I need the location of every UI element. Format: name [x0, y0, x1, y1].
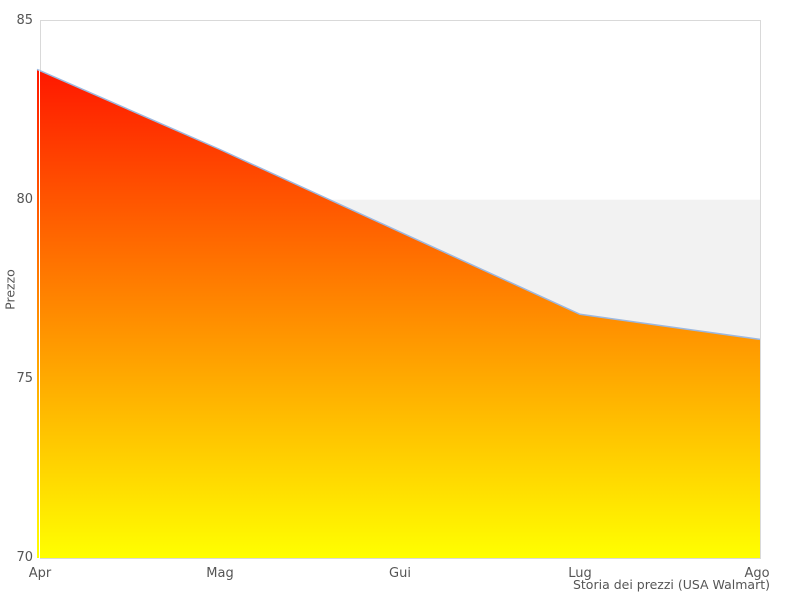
chart-caption: Storia dei prezzi (USA Walmart): [572, 577, 770, 592]
y-tick-label: 80: [16, 192, 33, 207]
y-tick-label: 85: [16, 13, 33, 28]
area-series: [37, 69, 760, 559]
y-tick-label: 70: [16, 550, 33, 565]
x-tick-label: Gui: [389, 566, 411, 581]
y-axis-title: Prezzo: [2, 269, 18, 310]
x-tick-label: Apr: [28, 566, 52, 581]
x-tick-label: Ago: [744, 566, 770, 581]
y-tick-label: 75: [16, 371, 33, 386]
x-tick-label: Mag: [206, 566, 234, 581]
x-tick-label: Lug: [568, 566, 592, 581]
